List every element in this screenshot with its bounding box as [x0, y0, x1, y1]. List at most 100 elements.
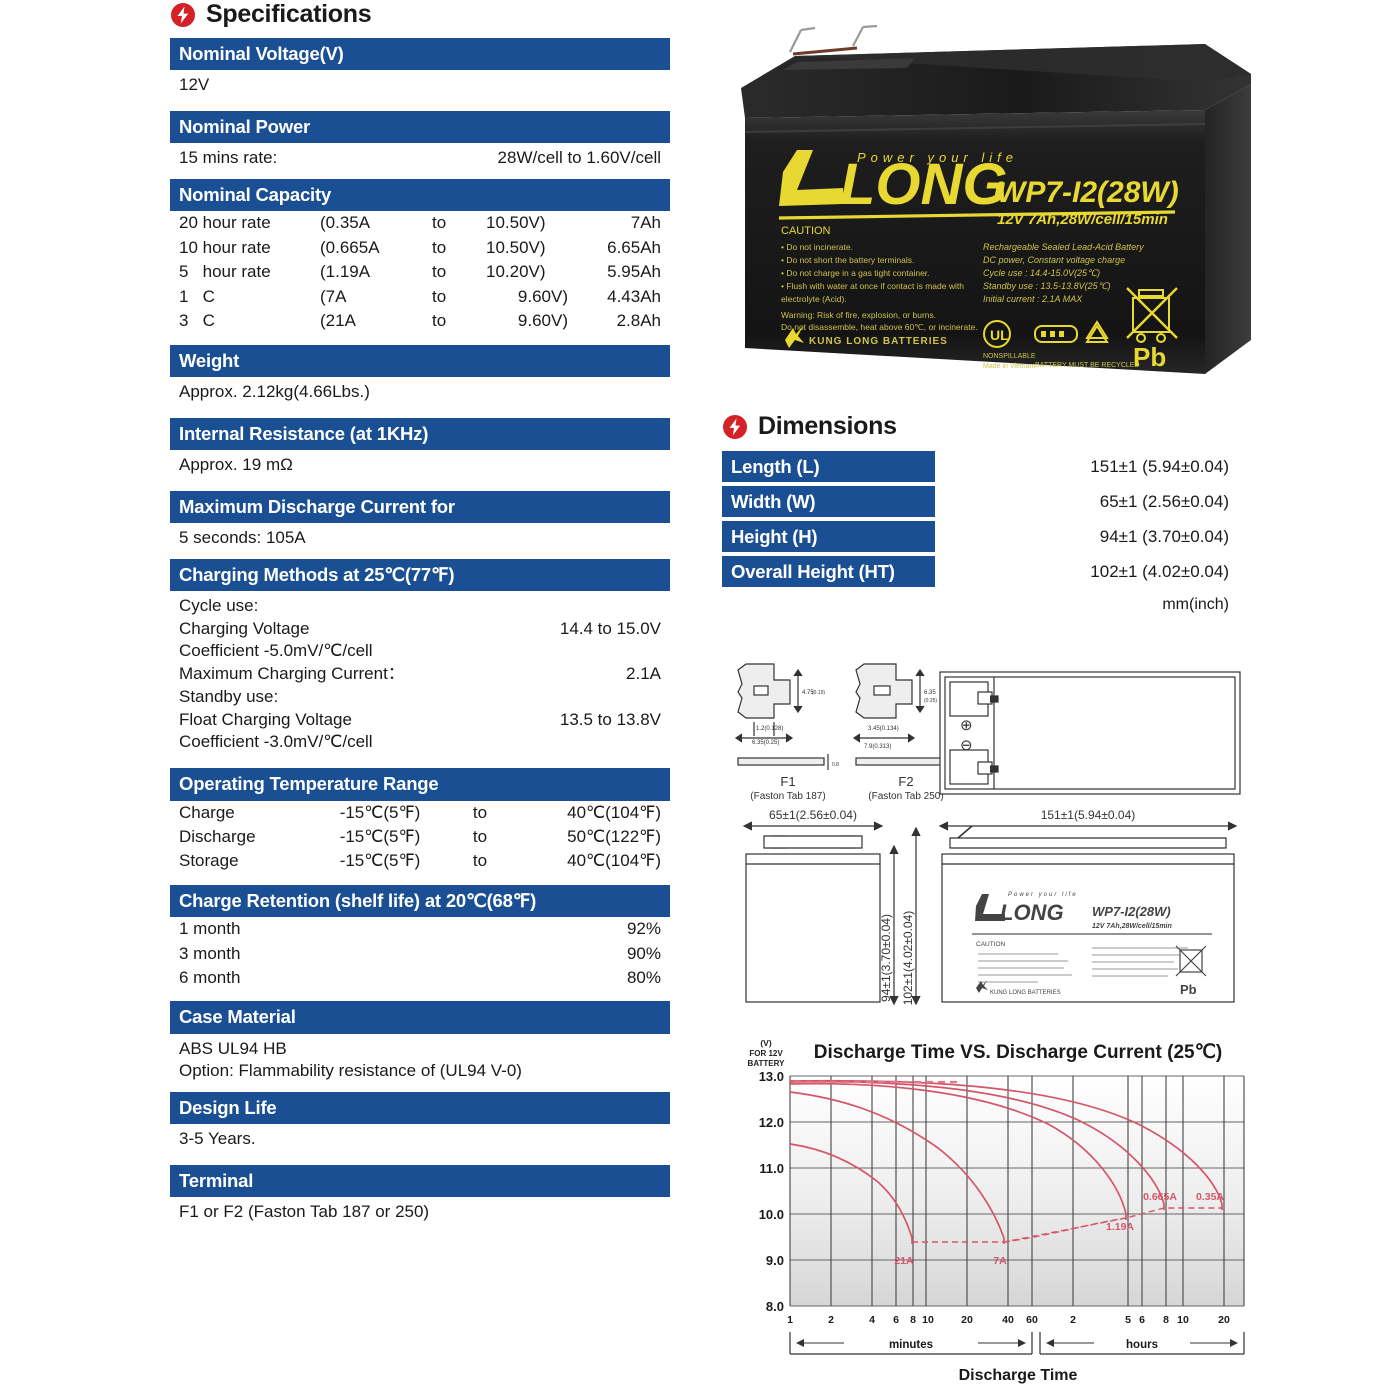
capacity-value: 5.95Ah [607, 262, 661, 282]
temp-to: to [472, 826, 488, 846]
badge-label-nonspillable: NONSPILLABLE [983, 353, 1036, 360]
capacity-voltage: 10.20V) [486, 262, 546, 282]
svg-text:UL: UL [990, 327, 1009, 343]
dimension-row-overall-height: Overall Height (HT) 102±1 (4.02±0.04) [722, 556, 1267, 587]
section-header-internal-resistance: Internal Resistance (at 1KHz) [170, 417, 670, 450]
battery-maker: KUNG LONG BATTERIES [809, 336, 948, 347]
long-logo-icon [779, 150, 843, 206]
top-view-drawing: ⊕ ⊖ [939, 671, 1241, 795]
chart-xtick: 6 [893, 1314, 899, 1326]
f1-terminal-drawing: 4.75 (0.19) 1.2(0.128) 6.35(0.25) 0.8 F1… [734, 663, 839, 802]
battery-warning-line: Warning: Risk of fire, explosion, or bur… [781, 310, 936, 320]
chart-title: Discharge Time VS. Discharge Current (25… [814, 1042, 1223, 1063]
chart-xtick: 40 [1002, 1314, 1014, 1326]
overall-height-dimension-label: 102±1(4.02±0.04) [901, 911, 915, 1006]
battery-model: WP7-I2(28W) [997, 176, 1179, 209]
badge-label-recycled: BATTERY MUST BE RECYCLED [1035, 362, 1140, 369]
battery-caution-line: • Do not incinerate. [781, 242, 853, 252]
capacity-value: 2.8Ah [616, 311, 661, 331]
section-header-weight: Weight [170, 344, 670, 377]
chart-y-sub1: FOR 12V [749, 1049, 783, 1058]
section-header-design-life: Design Life [170, 1092, 670, 1125]
chart-xtick: 1 [787, 1314, 793, 1326]
max-charging-current-value: 2.1A [626, 664, 661, 684]
chart-y-unit: (V) [760, 1038, 772, 1048]
f2-sub: (Faston Tab 250) [868, 791, 943, 802]
dimensions-heading: Dimensions [758, 412, 897, 440]
case-material-body: ABS UL94 HB Option: Flammability resista… [170, 1034, 670, 1087]
section-header-nominal-voltage: Nominal Voltage(V) [170, 38, 670, 71]
dimensions-column: Dimensions Length (L) 151±1 (5.94±0.04) … [722, 412, 1267, 614]
chart-xtick: 20 [1218, 1314, 1230, 1326]
chart-hours-label: hours [1126, 1339, 1158, 1351]
retention-period: 3 month [179, 943, 241, 963]
capacity-current: (7A [320, 286, 347, 306]
dimension-value: 151±1 (5.94±0.04) [1090, 456, 1229, 476]
specifications-title: Specifications [170, 0, 670, 29]
table-row: 3 month 90% [170, 942, 670, 966]
nominal-power-value: 28W/cell to 1.60V/cell [497, 148, 661, 168]
table-row: Storage -15℃(5℉) to 40℃(104℉) [170, 849, 670, 873]
svg-text:0.8: 0.8 [832, 762, 839, 768]
internal-resistance-value: Approx. 19 mΩ [179, 454, 293, 474]
capacity-value: 4.43Ah [607, 286, 661, 306]
chart-xtick: 2 [828, 1314, 834, 1326]
section-header-nominal-power: Nominal Power [170, 111, 670, 144]
battery-tagline: Power your life [857, 150, 1018, 165]
chart-xtick: 10 [922, 1314, 934, 1326]
chart-xtick: 8 [910, 1314, 916, 1326]
capacity-value: 7Ah [630, 213, 661, 233]
capacity-current: (1.19A [320, 262, 371, 282]
capacity-current: (0.665A [320, 237, 380, 257]
battery-caution-line: • Flush with water at once if contact is… [781, 281, 964, 291]
page-title: Specifications [206, 0, 372, 28]
cycle-use-label: Cycle use: [179, 595, 259, 615]
max-discharge-value: 5 seconds: 105A [179, 527, 306, 547]
dimension-value: 94±1 (3.70±0.04) [1099, 526, 1229, 546]
temp-mode: Storage [179, 851, 239, 871]
battery-origin: Made in Vietnam [983, 363, 1036, 370]
retention-period: 6 month [179, 967, 241, 987]
curve-21A [789, 1143, 913, 1239]
chart-curves [789, 1079, 1223, 1239]
recycle-icon [1085, 320, 1109, 343]
table-row: 1 month 92% [170, 917, 670, 941]
float-voltage-label: Float Charging Voltage [179, 709, 352, 729]
capacity-current: (21A [320, 311, 356, 331]
battery-pictogram-icon [1034, 325, 1078, 343]
chart-ytick: 11.0 [759, 1161, 784, 1176]
chart-xtick: 60 [1026, 1314, 1038, 1326]
temp-to: to [472, 851, 488, 871]
battery-brand: LONG [840, 152, 1008, 217]
bolt-badge-icon [723, 414, 747, 439]
kung-long-mark-icon [785, 326, 804, 348]
section-header-max-discharge: Maximum Discharge Current for [170, 490, 670, 523]
temp-low: -15℃(5℉) [339, 802, 421, 822]
standby-coefficient: Coefficient -3.0mV/℃/cell [179, 732, 373, 752]
capacity-to: to [432, 311, 447, 331]
side-view-drawing: 65±1(2.56±0.04) 94±1(3.70±0.04) 102±1(4.… [742, 808, 921, 1006]
chart-ytick: 13.0 [759, 1069, 784, 1084]
capacity-rate: 20 hour rate [179, 213, 271, 233]
chart-y-sub2: BATTERY [748, 1059, 786, 1068]
curve-7A [789, 1091, 1005, 1239]
battery-caution-line: • Do not short the battery terminals. [781, 255, 914, 265]
plus-terminal-icon: ⊕ [960, 717, 973, 734]
height-dimension-label: 94±1(3.70±0.04) [879, 914, 893, 1002]
dimensions-title: Dimensions [722, 412, 1267, 441]
temp-to: to [472, 802, 488, 822]
table-row: 5 hour rate (1.19A to 10.20V) 5.95Ah [170, 260, 670, 284]
dimension-key: Width (W) [722, 486, 935, 517]
bolt-badge-icon [171, 2, 195, 27]
chart-series-label: 21A [894, 1255, 914, 1267]
retention-value: 92% [626, 919, 661, 939]
battery-caution-line: • Do not charge in a gas tight container… [781, 268, 930, 278]
chart-ytick: 8.0 [766, 1299, 784, 1314]
dimension-row-height: Height (H) 94±1 (3.70±0.04) [722, 521, 1267, 552]
capacity-to: to [432, 213, 447, 233]
svg-text:6.35(0.25): 6.35(0.25) [752, 740, 779, 746]
capacity-to: to [432, 262, 447, 282]
chart-series-label: 0.35A [1196, 1191, 1224, 1203]
svg-text:7.9(0.313): 7.9(0.313) [864, 744, 891, 750]
svg-text:(0.19): (0.19) [812, 690, 825, 696]
